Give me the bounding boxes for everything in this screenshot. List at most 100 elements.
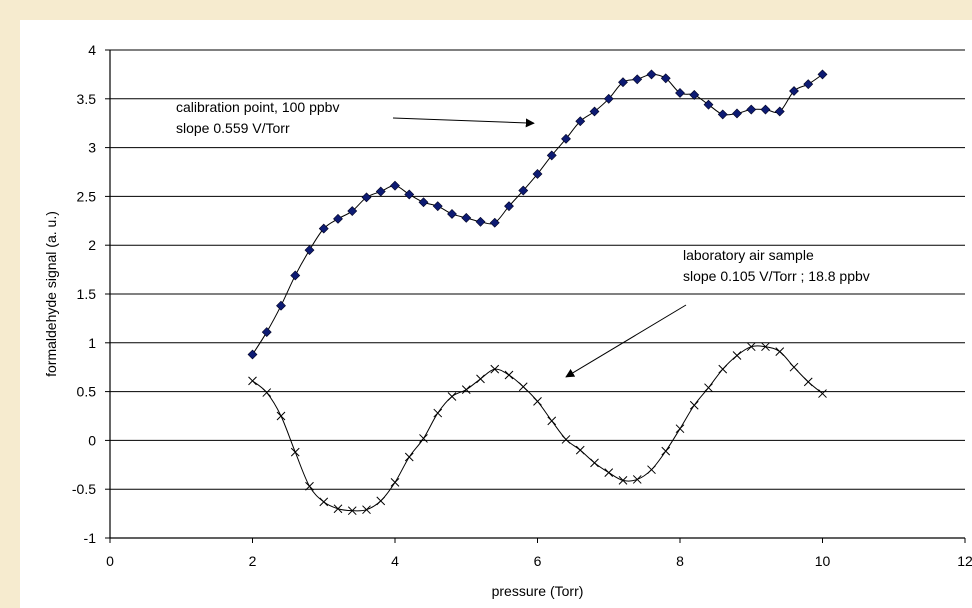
series-1-point	[789, 362, 799, 372]
series-layer	[247, 69, 828, 516]
series-1-point	[575, 445, 585, 455]
series-0-point	[603, 93, 614, 104]
y-tick-label: 0	[88, 432, 96, 448]
series-0-point	[732, 108, 742, 119]
y-tick-label: 0.5	[77, 384, 97, 400]
series-0-point	[276, 300, 286, 311]
y-tick-label: -1	[84, 530, 97, 546]
y-tick-label: 4	[88, 42, 96, 58]
series-0-point	[475, 216, 486, 227]
series-1-point	[561, 435, 571, 444]
series-0-point	[390, 180, 400, 191]
series-1-point	[290, 447, 300, 457]
series-0-point	[803, 79, 814, 90]
series-1-point	[718, 364, 728, 374]
series-0-point	[404, 189, 415, 200]
series-1-point	[447, 392, 457, 401]
series-0-point	[817, 69, 828, 80]
series-1-point	[533, 397, 542, 406]
series-0-point	[589, 106, 600, 117]
series-0-point	[646, 69, 657, 80]
series-0-point	[561, 133, 571, 144]
series-0-point	[290, 270, 301, 281]
series-1-point	[590, 458, 599, 468]
series-0-point	[632, 74, 643, 85]
annotation-0-arrow	[392, 117, 535, 128]
series-0-point	[575, 116, 586, 127]
y-tick-label: 1.5	[77, 286, 97, 302]
series-1-point	[362, 505, 371, 515]
series-1-point	[433, 408, 443, 418]
series-0-point	[261, 327, 272, 337]
series-0-point	[347, 206, 358, 216]
x-tick-label: 0	[106, 553, 114, 569]
y-tick-label: 2.5	[77, 188, 97, 204]
series-0-point	[447, 209, 457, 219]
series-1-point	[675, 424, 685, 434]
series-1-point	[732, 351, 742, 360]
y-tick-label: 3.5	[77, 91, 97, 107]
series-1-point	[504, 370, 514, 380]
series-0-point	[247, 349, 258, 360]
series-0-point	[318, 223, 329, 234]
series-0-point	[432, 201, 443, 212]
annotation-1-line-0: laboratory air sample	[683, 247, 814, 263]
series-0-point	[461, 212, 472, 223]
axes: -1 -0.5 0 0.5 1 1.5 2 2.5 3 3.5 4 0 2 4 6 8 10 12	[72, 42, 972, 569]
series-1-point	[746, 342, 756, 352]
series-1-point	[647, 465, 656, 475]
series-1-point	[262, 388, 272, 397]
series-0-point	[774, 106, 785, 117]
series-0-point	[304, 245, 315, 256]
annotation-0-line-1: slope 0.559 V/Torr	[176, 120, 290, 136]
series-1-point	[461, 385, 471, 395]
series-1-point	[604, 468, 614, 477]
x-axis-title: pressure (Torr)	[492, 583, 584, 599]
annotation-0-line-0: calibration point, 100 ppbv	[176, 99, 339, 115]
series-0-point	[333, 213, 343, 224]
series-0-point	[717, 109, 728, 120]
series-1-point	[347, 506, 357, 516]
series-0-point	[361, 192, 372, 203]
y-tick-label: 2	[88, 237, 96, 253]
series-1-point	[761, 342, 770, 352]
series-1-point	[518, 382, 528, 392]
series-0-point	[703, 99, 714, 110]
series-1-point	[661, 446, 671, 456]
y-axis-title: formaldehyde signal (a. u.)	[43, 211, 59, 377]
x-tick-label: 2	[249, 553, 257, 569]
annotation-1-arrow	[565, 304, 687, 378]
series-0-point	[418, 197, 429, 208]
series-1-point	[390, 478, 400, 487]
series-0-point	[660, 73, 671, 84]
series-1-point	[476, 374, 485, 384]
series-0-point	[489, 217, 500, 228]
series-0-point	[375, 186, 386, 197]
series-0-point	[532, 169, 543, 179]
x-tick-label: 8	[676, 553, 684, 569]
series-1-point	[319, 497, 329, 507]
series-1-point	[689, 400, 699, 410]
annotation-1-line-1: slope 0.105 V/Torr ; 18.8 ppbv	[683, 268, 870, 284]
x-tick-label: 4	[391, 553, 399, 569]
series-1-point	[818, 389, 827, 398]
series-1-point	[404, 452, 414, 462]
series-0-point	[546, 150, 557, 161]
series-1-point	[632, 475, 642, 484]
series-0-point	[689, 89, 700, 100]
x-tick-label: 12	[957, 553, 972, 569]
series-0-point	[675, 88, 685, 98]
series-1-point	[490, 364, 500, 374]
gridlines	[110, 49, 965, 490]
y-tick-label: 1	[88, 335, 96, 351]
series-1-point	[775, 347, 785, 356]
series-1-point	[248, 376, 257, 386]
series-0-point	[746, 104, 757, 115]
series-1-point	[419, 434, 428, 443]
y-tick-label: -0.5	[72, 481, 96, 497]
series-1-point	[376, 496, 386, 506]
series-1-point	[803, 377, 813, 387]
annotations: calibration point, 100 ppbv slope 0.559 V…	[176, 99, 870, 378]
x-tick-label: 6	[534, 553, 542, 569]
